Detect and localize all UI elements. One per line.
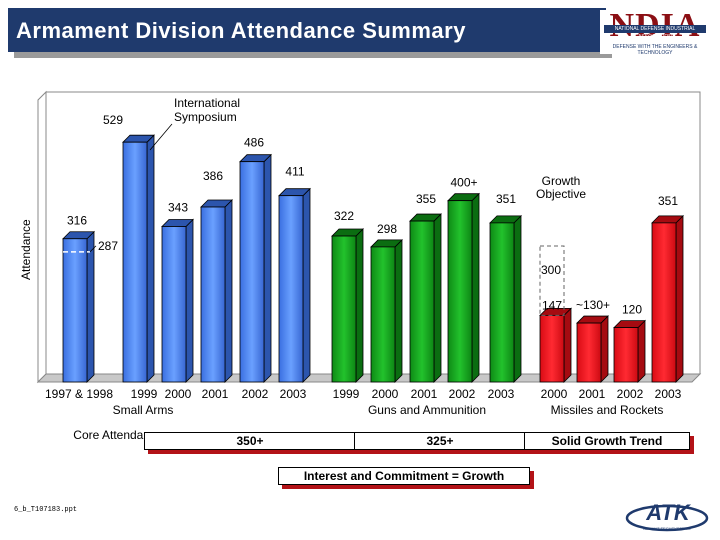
x-tick-0-1: 1999 [131,387,158,401]
group-label-small-arms: Small Arms [113,403,174,417]
bar-2-2 [613,327,639,383]
bar-label-2-2: 120 [622,303,642,317]
growth-objective-title-2: Objective [536,187,586,201]
bar-1-2-side [433,213,442,383]
ndia-logo: NDIA NATIONAL DEFENSE INDUSTRIAL ASSOCIA… [600,9,710,56]
x-tick-1-1: 2000 [372,387,399,401]
bar-label-0-0: 316 [67,214,87,228]
bar-label-2-3: 351 [658,194,678,208]
group-label-guns: Guns and Ammunition [368,403,486,417]
ndia-logo-subtitle: NATIONAL DEFENSE INDUSTRIAL ASSOCIATION [604,25,706,40]
bar-0-4 [239,161,265,383]
x-tick-1-2: 2001 [411,387,438,401]
bar-label-1-3: 400+ [450,176,477,190]
bar-1-0 [331,235,357,383]
bar-0-0 [62,238,88,383]
bar-0-2-side [185,218,194,383]
atk-logo: ATK ALLIANT TECHSYSTEMS [625,500,709,532]
bar-label-0-4: 486 [244,136,264,150]
bar-label-2-1: ~130+ [576,298,610,312]
bottom-message: Interest and Commitment = Growth [303,469,505,483]
bar-label-2-0: 147 [542,298,562,312]
bar-0-1 [122,141,148,383]
bar-2-0 [539,314,565,383]
x-tick-0-0: 1997 & 1998 [45,387,113,401]
x-tick-2-2: 2002 [617,387,644,401]
page-title: Armament Division Attendance Summary [16,18,466,43]
core-guns-value: 325+ [426,434,454,448]
x-tick-2-3: 2003 [655,387,682,401]
bar-label-1-4: 351 [496,192,516,206]
intl-symposium-line1: International [174,96,240,110]
atk-logo-ring [625,504,709,532]
x-tick-0-4: 2002 [242,387,269,401]
growth-objective-value: 300 [541,263,561,277]
title-background [8,8,606,52]
bar-label-1-0: 322 [334,209,354,223]
atk-logo-text: ATK [645,500,692,525]
core-small-arms-value: 350+ [236,434,264,448]
x-tick-1-0: 1999 [333,387,360,401]
bar-1-2 [409,220,435,383]
bar-0-1-side [146,134,155,383]
bar-1-3 [447,200,473,383]
bar-0-2 [161,226,187,383]
bar-0-5 [278,195,304,383]
left-wall [37,90,47,384]
core-value-label: 287 [98,239,118,253]
bar-1-3-side [471,192,480,383]
core-attendance-label: Core Attendance [73,428,163,442]
y-axis-label: Attendance [19,219,33,280]
bar-0-3-side [224,199,233,383]
bar-1-4 [489,222,515,383]
bar-label-1-1: 298 [377,222,397,236]
bar-1-1 [370,246,396,383]
x-tick-1-3: 2002 [449,387,476,401]
labels-layer: 316 529 343 386 486 411 322 298 355 400+ 351 147 ~13… [19,96,682,417]
bar-label-0-1: 529 [103,113,123,127]
intl-symposium-line2: Symposium [174,110,237,124]
bar-label-0-3: 386 [203,169,223,183]
bar-0-3 [200,206,226,383]
bar-1-4-side [513,214,522,383]
growth-objective-title-1: Growth [542,174,581,188]
x-tick-1-4: 2003 [488,387,515,401]
bar-2-3 [651,222,677,383]
bar-label-0-5: 411 [285,165,304,179]
growth-objective-box [539,245,565,316]
core-missiles-value: Solid Growth Trend [551,434,663,448]
ndia-logo-tagline: DEFENSE WITH THE ENGINEERS & TECHNOLOGY [612,44,698,56]
core-pointer [89,245,97,253]
bar-2-0-side [563,307,572,383]
x-tick-2-1: 2001 [579,387,606,401]
bar-0-0-side [86,230,95,383]
x-tick-0-3: 2001 [202,387,229,401]
bar-label-1-2: 355 [416,192,436,206]
bar-1-1-side [394,238,403,383]
bar-2-3-side [675,214,684,383]
title-bar: Armament Division Attendance Summary NDI… [0,0,720,62]
bar-2-1-side [600,315,609,383]
core-guns-box: 325+ [354,432,526,450]
footer-reference: 6_b_T107183.ppt [14,506,78,514]
x-tick-2-0: 2000 [541,387,568,401]
bar-2-1 [576,322,602,383]
core-small-arms-box: 350+ [144,432,356,450]
bar-1-0-side [355,228,364,383]
x-tick-0-5: 2003 [280,387,307,401]
bar-label-0-2: 343 [168,201,188,215]
x-tick-0-2: 2000 [165,387,192,401]
bar-2-2-side [637,319,646,383]
core-missiles-box: Solid Growth Trend [524,432,690,450]
group-label-missiles: Missiles and Rockets [551,403,664,417]
bar-0-5-side [302,187,311,383]
atk-logo-tagline: ALLIANT TECHSYSTEMS [643,526,691,531]
bar-0-4-side [263,153,272,383]
bottom-message-box: Interest and Commitment = Growth [278,467,530,485]
intl-symposium-pointer [149,123,173,151]
